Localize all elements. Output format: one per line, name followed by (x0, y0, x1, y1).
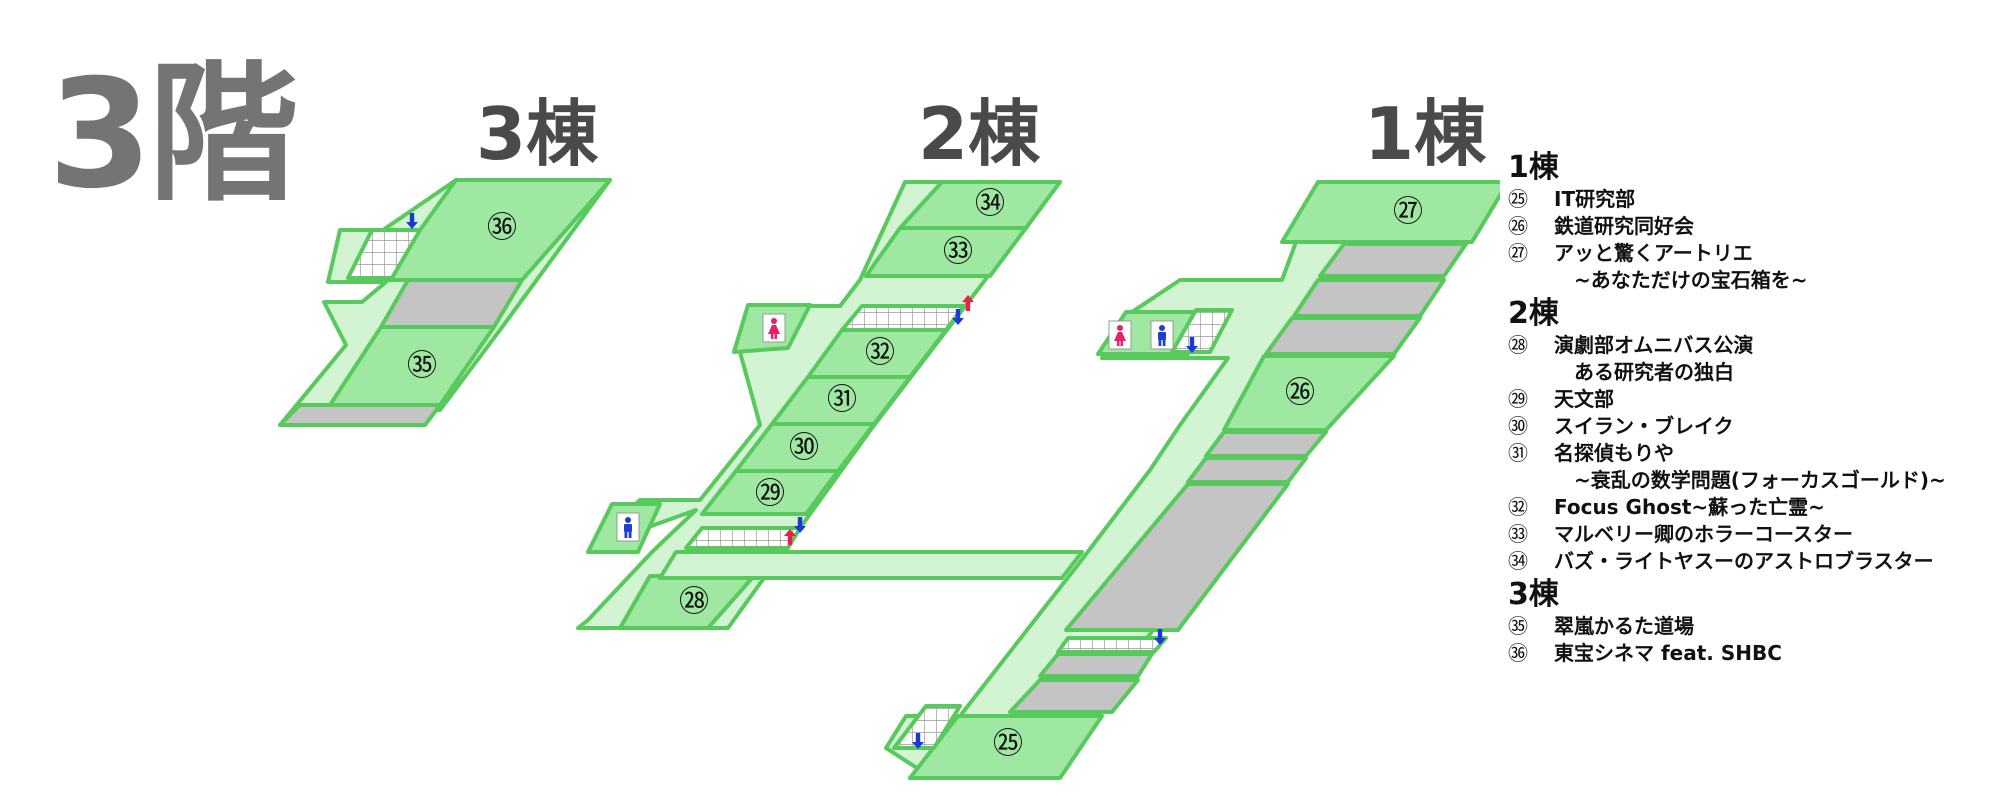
room-25 (908, 714, 1104, 780)
legend-item-subtitle: ある研究者の独白 (1574, 360, 1734, 384)
closed-area-b1-5 (1186, 456, 1308, 484)
corridor-connector (658, 550, 1084, 580)
floor-title: 3階 (48, 48, 298, 222)
legend-item: ㉕ IT研究部 (1508, 187, 1636, 211)
male-restroom-icon (1150, 320, 1174, 350)
room-27 (1280, 180, 1500, 244)
room-29-label: ㉙ (755, 477, 785, 512)
stairs-b2-south (684, 526, 802, 550)
closed-area-b1-7 (1038, 652, 1154, 678)
room-26-label: ㉖ (1285, 376, 1315, 411)
closed-area-b1-3 (1264, 316, 1422, 356)
room-32-label: ㉜ (865, 336, 895, 371)
stairs-b1-north (1170, 308, 1234, 354)
room-30-label: ㉚ (789, 431, 819, 466)
room-28-label: ㉘ (679, 585, 709, 620)
closed-area-b3-south (278, 403, 442, 427)
closed-area-b1-6 (1064, 482, 1290, 632)
female-restroom-icon (1108, 320, 1132, 350)
closed-area-b1-4 (1204, 430, 1328, 458)
room-27-label: ㉗ (1393, 195, 1423, 230)
room-29 (700, 469, 840, 516)
stairs-b1-mid (1056, 636, 1168, 654)
stairs-b2-north (840, 304, 966, 332)
stairs-b1-south (892, 704, 962, 750)
building-3-title: 3棟 (476, 92, 599, 176)
legend-heading-building-1: 1棟 (1508, 150, 1559, 185)
legend-item-subtitle: ~衰乱の数学問題(フォーカスゴールド)~ (1574, 468, 1946, 492)
room-33-label: ㉝ (943, 235, 973, 270)
closed-area-b1-8 (1008, 678, 1140, 714)
room-25-label: ㉕ (993, 727, 1023, 762)
stairs-b3 (346, 228, 422, 280)
room-33 (864, 226, 1028, 278)
female-restroom-icon (762, 313, 786, 343)
room-35-label: ㉟ (407, 349, 437, 384)
room-31-label: ㉛ (827, 383, 857, 418)
closed-area-b1-1 (1318, 242, 1468, 278)
floor-map: ㊱ ㉟ ㉞ ㉝ ㉜ ㉛ ㉚ ㉙ ㉘ ㉗ ㉖ ㉕ (278, 178, 1500, 780)
building-1-title: 1棟 (1364, 92, 1487, 176)
room-36-label: ㊱ (487, 211, 517, 246)
legend-item-subtitle: ~あなただけの宝石箱を~ (1574, 268, 1808, 292)
closed-area-b1-2 (1292, 278, 1446, 318)
room-34-label: ㉞ (975, 187, 1005, 222)
legend-heading-building-2: 2棟 (1508, 296, 1559, 331)
building-2-title: 2棟 (918, 92, 1041, 176)
male-restroom-icon (616, 512, 640, 542)
legend-item: ㉜ Focus Ghost~蘇った亡霊~ (1508, 495, 1825, 519)
legend-heading-building-3: 3棟 (1508, 577, 1559, 612)
